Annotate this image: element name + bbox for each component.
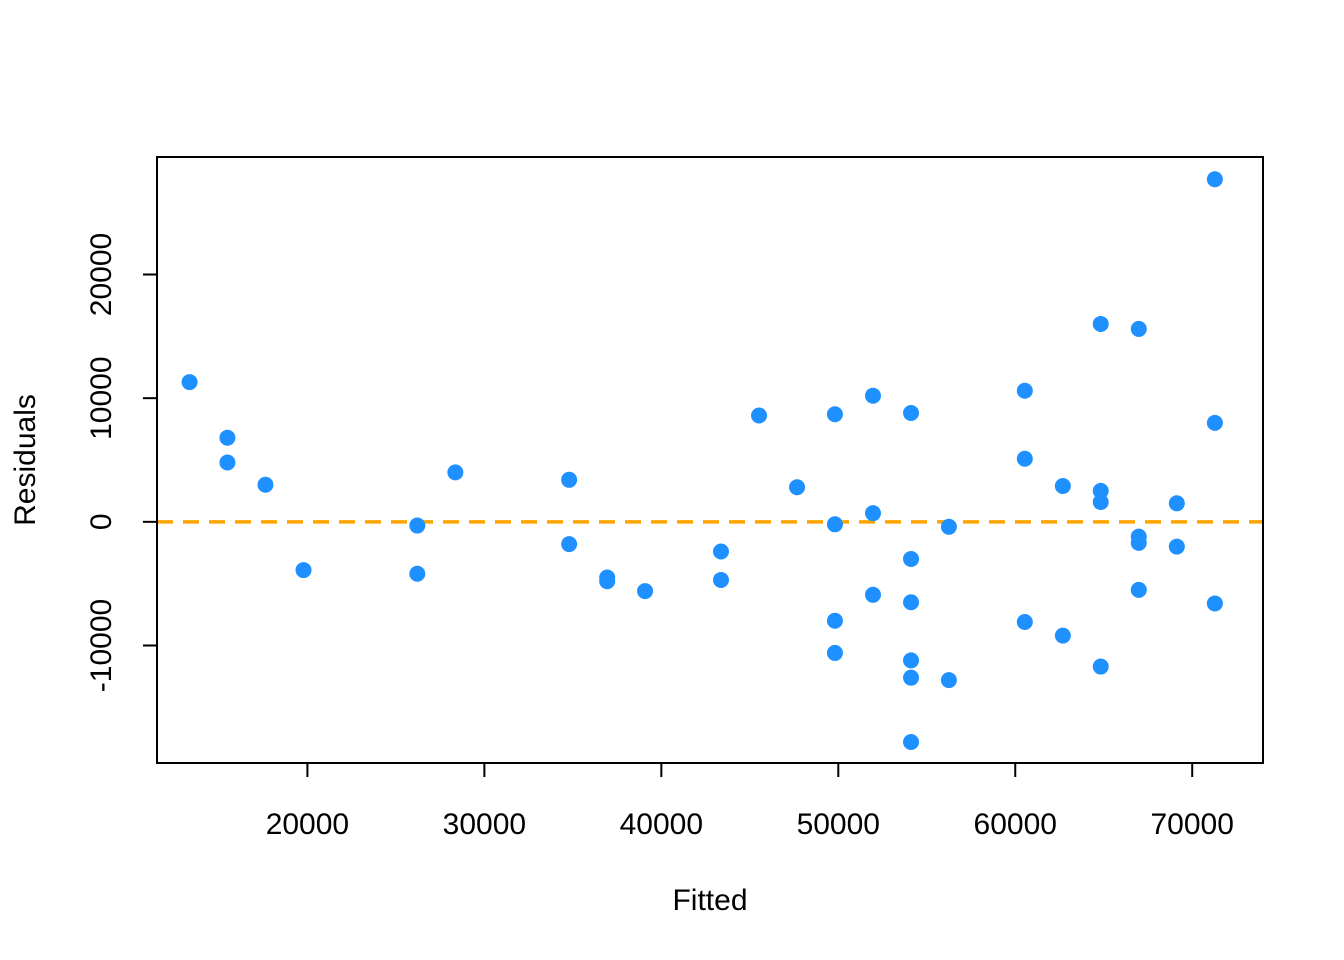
residual-point — [826, 612, 843, 629]
residual-point — [599, 573, 616, 590]
residual-point — [219, 429, 236, 446]
residual-point — [712, 571, 729, 588]
residual-point — [903, 669, 920, 686]
y-axis-title: Residuals — [9, 394, 42, 526]
y-tick-label: 10000 — [85, 356, 118, 439]
y-tick-label: 0 — [85, 513, 118, 530]
residual-point — [826, 644, 843, 661]
residual-point — [864, 505, 881, 522]
residual-point — [1016, 382, 1033, 399]
y-tick-label: 20000 — [85, 233, 118, 316]
x-tick-label: 70000 — [1150, 808, 1233, 841]
residual-point — [903, 405, 920, 422]
residual-point — [1206, 595, 1223, 612]
residual-point — [1016, 614, 1033, 631]
residual-point — [295, 562, 312, 579]
residual-point — [181, 374, 198, 391]
x-axis-title: Fitted — [672, 884, 747, 917]
residual-point — [1168, 495, 1185, 512]
residual-point — [1206, 171, 1223, 188]
residual-point — [1206, 414, 1223, 431]
residual-point — [1092, 315, 1109, 332]
x-tick-label: 30000 — [443, 808, 526, 841]
residual-point — [903, 550, 920, 567]
residual-point — [1130, 581, 1147, 598]
residual-point — [219, 454, 236, 471]
residual-point — [903, 733, 920, 750]
residual-point — [789, 479, 806, 496]
residual-point — [257, 476, 274, 493]
residual-point — [1130, 320, 1147, 337]
residual-point — [826, 406, 843, 423]
x-tick-label: 20000 — [266, 808, 349, 841]
residual-point — [826, 516, 843, 533]
residual-point — [1092, 482, 1109, 499]
plot-frame — [156, 156, 1264, 764]
residual-point — [1092, 658, 1109, 675]
residual-point — [940, 518, 957, 535]
x-tick-label: 50000 — [797, 808, 880, 841]
residual-point — [1092, 494, 1109, 511]
residual-point — [864, 586, 881, 603]
residual-point — [751, 407, 768, 424]
residual-point — [1168, 538, 1185, 555]
residual-point — [712, 543, 729, 560]
y-tick-label: -10000 — [85, 599, 118, 692]
residual-point — [940, 672, 957, 689]
x-tick-label: 60000 — [974, 808, 1057, 841]
residual-point — [1016, 450, 1033, 467]
residual-point — [1130, 534, 1147, 551]
residual-point — [1054, 477, 1071, 494]
residual-point — [561, 536, 578, 553]
x-tick-label: 40000 — [620, 808, 703, 841]
residual-point — [447, 464, 464, 481]
residual-point — [637, 583, 654, 600]
residual-point — [903, 594, 920, 611]
residual-point — [903, 652, 920, 669]
residual-point — [409, 565, 426, 582]
residual-point — [864, 387, 881, 404]
residual-point — [561, 471, 578, 488]
residual-point — [1054, 627, 1071, 644]
residual-point — [409, 517, 426, 534]
